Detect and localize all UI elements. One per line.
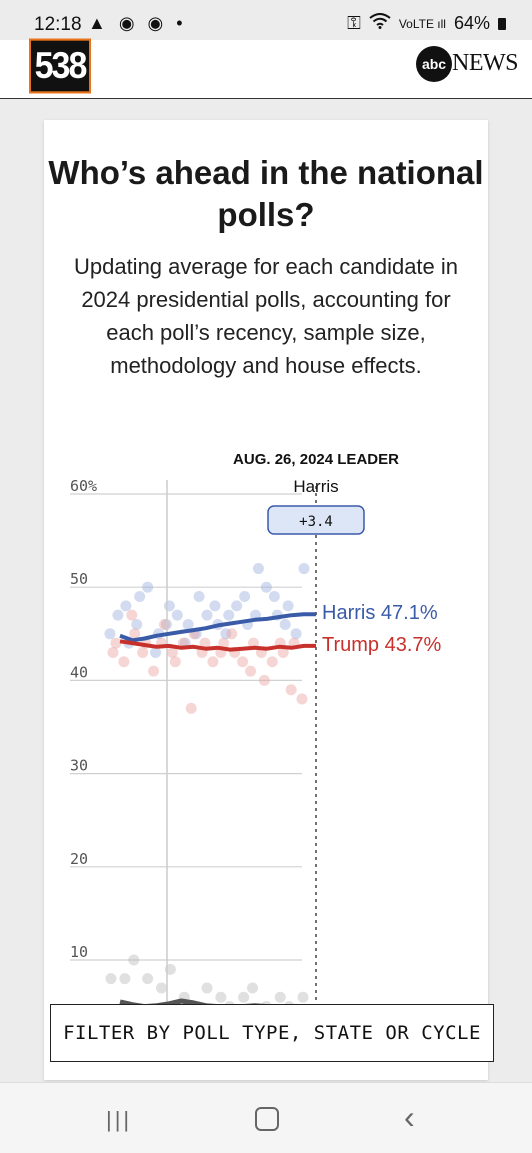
poll-dot: [268, 591, 280, 603]
poll-dot: [112, 609, 124, 621]
y-tick-label: 60%: [70, 477, 97, 495]
poll-dot: [252, 563, 264, 575]
poll-dot: [148, 665, 160, 677]
poll-dot: [110, 637, 122, 649]
leader-margin-badge: [267, 505, 365, 535]
polling-average-chart[interactable]: 60% 50 40 30 20 10 AUG. 26, 2024 LEADER Harri…: [0, 440, 532, 1010]
back-button[interactable]: ‹: [404, 1099, 415, 1135]
poll-dot: [199, 637, 211, 649]
poll-dot: [258, 674, 270, 686]
harris-end-label: Harris 47.1%: [322, 602, 438, 624]
signal-icon: VoLTE ıll: [398, 16, 446, 31]
leader-margin: +3.4: [299, 514, 333, 530]
poll-dot: [104, 628, 116, 640]
poll-dot: [126, 609, 138, 621]
y-tick-label: 10: [70, 943, 88, 961]
chart-title: Who’s ahead in the national polls?: [48, 154, 484, 233]
poll-dot: [279, 618, 291, 630]
poll-dot: [231, 600, 243, 612]
poll-dot: [158, 618, 170, 630]
home-button[interactable]: [255, 1107, 279, 1131]
poll-dot: [290, 628, 302, 640]
poll-dot: [201, 982, 213, 994]
poll-dot: [169, 656, 181, 668]
poll-dot: [193, 591, 205, 603]
battery-icon: [498, 17, 506, 30]
poll-dot: [142, 581, 154, 593]
poll-dot: [118, 656, 130, 668]
trump-end-label: Trump 43.7%: [322, 634, 442, 656]
poll-dot: [237, 656, 249, 668]
poll-dot: [247, 982, 258, 994]
poll-dot: [134, 591, 146, 603]
poll-dot: [137, 646, 149, 658]
poll-dot: [218, 637, 230, 649]
poll-dot: [239, 591, 251, 603]
poll-dot: [248, 637, 259, 649]
poll-dot: [119, 973, 131, 985]
poll-dot: [220, 628, 232, 640]
notification-icons: ▲ ◉ ◉ •: [88, 13, 187, 33]
poll-dot: [223, 609, 235, 621]
y-tick-label: 50: [70, 570, 88, 588]
poll-dot: [245, 665, 257, 677]
wifi-icon: [369, 13, 391, 34]
poll-dots: [104, 563, 310, 1010]
poll-dot: [207, 656, 219, 668]
poll-dot: [297, 991, 309, 1003]
poll-dot: [171, 609, 183, 621]
poll-dot: [296, 693, 308, 705]
poll-dot: [129, 628, 141, 640]
fivethirtyeight-logo[interactable]: 538: [29, 38, 91, 94]
y-tick-label: 40: [70, 663, 88, 681]
recent-apps-button[interactable]: |||: [106, 1107, 133, 1132]
poll-dot: [131, 618, 143, 630]
abc-logo[interactable]: abc: [416, 46, 452, 82]
poll-dot: [298, 563, 310, 575]
system-icons: ⚿ VoLTE ıll 64%: [347, 13, 506, 34]
poll-dot: [120, 600, 132, 612]
poll-dot: [142, 973, 154, 985]
poll-dot: [185, 702, 197, 714]
poll-dot: [282, 600, 294, 612]
poll-dot: [285, 684, 297, 696]
harris-line: [119, 612, 316, 643]
grid-lines: 60% 50 40 30 20 10: [70, 477, 302, 961]
poll-dot: [128, 954, 140, 966]
poll-dot: [163, 600, 175, 612]
battery-text: 64%: [453, 13, 490, 33]
leader-date-label: AUG. 26, 2024 LEADER: [233, 451, 399, 468]
y-tick-label: 30: [70, 757, 88, 775]
y-tick-label: 20: [70, 850, 88, 868]
abc-news-logo-text[interactable]: NEWS: [452, 50, 519, 76]
poll-dot: [274, 991, 286, 1003]
poll-dot: [182, 618, 194, 630]
poll-dot: [215, 991, 227, 1003]
filter-button[interactable]: FILTER BY POLL TYPE, STATE OR CYCLE: [50, 1004, 494, 1062]
poll-dot: [238, 991, 250, 1003]
leader-name: Harris: [293, 477, 338, 496]
poll-dot: [150, 646, 162, 658]
status-bar: 12:18 ▲ ◉ ◉ • ⚿ VoLTE ıll 64%: [0, 0, 532, 40]
poll-dot: [166, 646, 178, 658]
poll-dot: [260, 581, 272, 593]
poll-dot: [226, 628, 238, 640]
poll-dot: [209, 600, 221, 612]
chart-subtitle: Updating average for each candidate in 2…: [73, 254, 459, 378]
poll-dot: [277, 646, 289, 658]
poll-dot: [266, 656, 278, 668]
key-icon: ⚿: [347, 13, 361, 33]
trump-line: [119, 639, 316, 652]
android-nav-bar: ||| ‹: [0, 1082, 532, 1153]
poll-dot: [105, 973, 117, 985]
poll-dot: [107, 646, 119, 658]
status-time: 12:18: [34, 14, 82, 35]
poll-dot: [201, 609, 213, 621]
site-header: 538 abc NEWS: [0, 38, 532, 99]
poll-dot: [156, 982, 167, 994]
chart-card: [44, 120, 488, 1080]
